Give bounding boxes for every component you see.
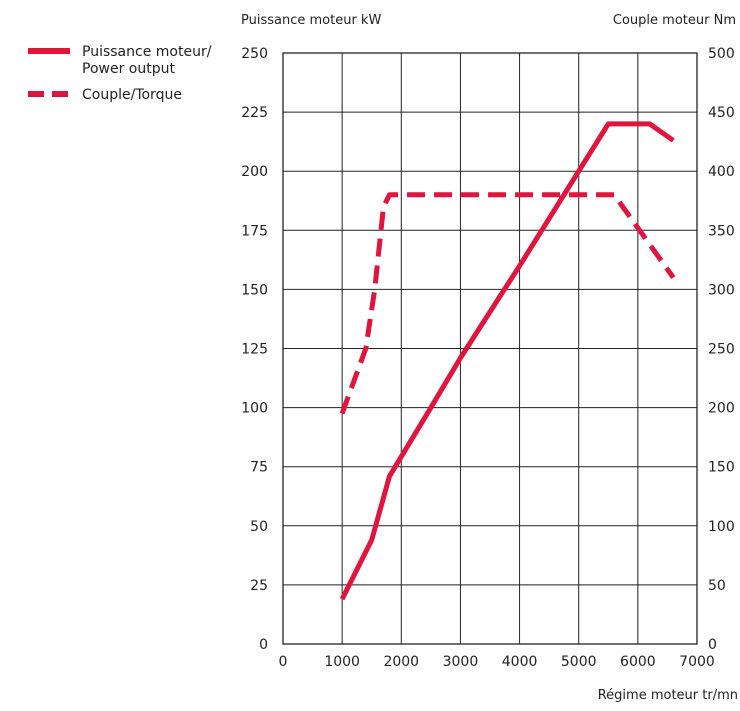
x-axis-title: Régime moteur tr/mn: [598, 688, 738, 703]
y-left-tick-label: 0: [259, 637, 268, 653]
legend-label-power: Puissance moteur/: [82, 44, 212, 60]
y-right-tick-label: 200: [708, 401, 735, 417]
legend-label-torque: Couple/Torque: [82, 87, 182, 103]
x-tick-label: 2000: [383, 654, 419, 670]
y-left-tick-label: 50: [250, 519, 268, 535]
y-left-tick-label: 125: [241, 342, 268, 358]
y-right-tick-label: 250: [708, 342, 735, 358]
y-right-tick-label: 400: [708, 164, 735, 180]
plot-frame: [282, 52, 698, 645]
x-tick-label: 7000: [679, 654, 715, 670]
y-right-tick-label: 450: [708, 105, 735, 121]
x-tick-label: 6000: [620, 654, 656, 670]
x-tick-label: 1000: [324, 654, 360, 670]
y-left-tick-label: 75: [250, 460, 268, 476]
y-right-tick-label: 50: [708, 578, 726, 594]
y-right-tick-label: 100: [708, 519, 735, 535]
y-left-tick-label: 25: [250, 578, 268, 594]
left-axis-title: Puissance moteur kW: [241, 13, 381, 28]
right-axis-title: Couple moteur Nm: [613, 13, 736, 28]
y-left-tick-label: 250: [241, 46, 268, 62]
legend-label-power: Power output: [82, 61, 175, 77]
y-right-tick-label: 0: [708, 637, 717, 653]
y-left-tick-label: 175: [241, 223, 268, 239]
x-tick-label: 4000: [502, 654, 538, 670]
x-tick-label: 3000: [443, 654, 479, 670]
y-right-tick-label: 300: [708, 282, 735, 298]
x-tick-label: 5000: [561, 654, 597, 670]
torque-series-line: [339, 192, 676, 415]
x-tick-label: 0: [279, 654, 288, 670]
y-right-tick-label: 500: [708, 46, 735, 62]
y-right-tick-label: 350: [708, 223, 735, 239]
y-left-tick-label: 200: [241, 164, 268, 180]
y-left-tick-label: 100: [241, 401, 268, 417]
y-right-tick-label: 150: [708, 460, 735, 476]
power-series-line: [339, 121, 675, 601]
y-left-tick-label: 225: [241, 105, 268, 121]
y-left-tick-label: 150: [241, 282, 268, 298]
